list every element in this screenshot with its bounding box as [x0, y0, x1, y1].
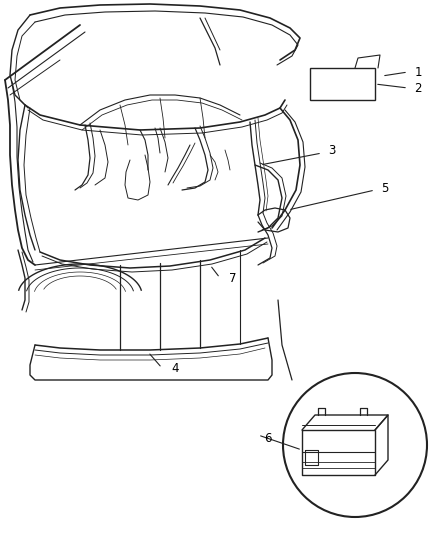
Bar — [310, 68, 375, 100]
Text: 6: 6 — [264, 432, 272, 445]
Text: 7: 7 — [229, 271, 237, 285]
Text: 2: 2 — [414, 82, 422, 94]
Text: 3: 3 — [328, 143, 336, 157]
Text: 5: 5 — [381, 182, 389, 195]
Text: 1: 1 — [414, 66, 422, 78]
Text: 4: 4 — [171, 361, 179, 375]
